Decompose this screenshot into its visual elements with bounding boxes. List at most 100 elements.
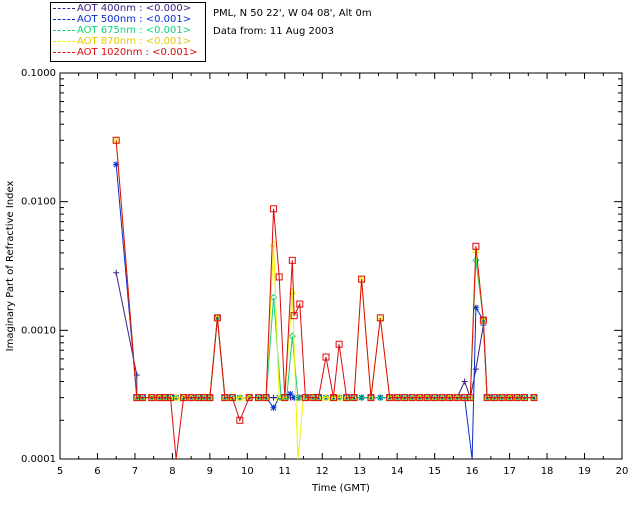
data-point: [112, 136, 120, 144]
x-tick-label: 19: [578, 466, 591, 477]
data-point: [270, 205, 278, 213]
data-point: [236, 416, 244, 424]
data-point: [358, 275, 366, 283]
data-point: [270, 394, 277, 401]
data-point: [280, 393, 289, 401]
data-point: [386, 394, 394, 402]
x-tick-label: 6: [94, 466, 100, 477]
x-tick-label: 11: [278, 466, 291, 477]
data-point: [350, 394, 358, 402]
data-point: [187, 394, 195, 402]
data-point: [322, 393, 330, 401]
data-point: [296, 300, 304, 308]
data-point: [513, 394, 521, 402]
data-point: [416, 394, 424, 402]
data-point: [438, 394, 446, 402]
data-point: [343, 394, 351, 402]
series-4: [112, 136, 538, 459]
data-point: [148, 394, 156, 402]
x-axis-label: Time (GMT): [311, 483, 370, 494]
data-point: [423, 394, 431, 402]
data-point: [138, 394, 146, 402]
y-tick-label: 0.0001: [21, 454, 56, 465]
x-tick-label: 14: [391, 466, 404, 477]
x-tick-label: 10: [241, 466, 254, 477]
site-info: PML, N 50 22', W 04 08', Alt 0m: [213, 8, 372, 19]
data-point: [262, 394, 270, 402]
data-point: [472, 242, 480, 250]
data-point: [288, 256, 296, 264]
data-point: [330, 394, 338, 402]
data-point: [315, 394, 323, 402]
y-tick-label: 0.0010: [21, 325, 56, 336]
data-point: [393, 394, 401, 402]
data-point: [367, 394, 375, 402]
y-tick-label: 0.1000: [21, 68, 56, 79]
x-tick-label: 5: [57, 466, 63, 477]
x-tick-label: 15: [428, 466, 441, 477]
y-tick-label: 0.0100: [21, 197, 56, 208]
legend-item-400nm: AOT 400nm : <0.000>: [53, 3, 191, 15]
legend-label: AOT 870nm : <0.001>: [77, 36, 192, 47]
data-point: [401, 394, 409, 402]
data-point: [335, 393, 343, 401]
data-point: [221, 394, 229, 402]
x-tick-label: 18: [541, 466, 554, 477]
data-point: [287, 391, 294, 398]
data-point: [275, 273, 283, 281]
x-tick-label: 9: [207, 466, 213, 477]
legend-swatch: [53, 18, 75, 20]
data-point: [408, 394, 416, 402]
data-point: [479, 316, 487, 324]
data-point: [172, 393, 180, 401]
legend-label: AOT 675nm : <0.001>: [77, 25, 192, 36]
x-tick-label: 13: [353, 466, 366, 477]
data-point: [376, 314, 384, 322]
y-axis-label: Imaginary Part of Refractive Index: [5, 181, 16, 352]
data-point: [322, 353, 330, 361]
legend-item-675nm: AOT 675nm : <0.001>: [53, 25, 191, 37]
legend-swatch: [53, 40, 75, 42]
data-point: [335, 340, 343, 348]
legend-item-1020nm: AOT 1020nm : <0.001>: [53, 47, 197, 59]
data-point: [291, 394, 298, 401]
data-point: [431, 394, 439, 402]
data-point: [329, 393, 338, 401]
data-point: [498, 394, 506, 402]
legend-item-500nm: AOT 500nm : <0.001>: [53, 14, 191, 26]
legend-item-870nm: AOT 870nm : <0.001>: [53, 36, 191, 48]
series-0: [113, 269, 537, 401]
data-point: [446, 394, 454, 402]
data-point: [245, 394, 253, 402]
data-point: [113, 161, 120, 168]
data-point: [235, 393, 244, 401]
legend: AOT 400nm : <0.000> AOT 500nm : <0.001> …: [50, 2, 206, 62]
x-tick-label: 16: [466, 466, 479, 477]
data-point: [367, 393, 375, 401]
series-line: [115, 140, 534, 459]
series-line: [115, 164, 534, 459]
legend-swatch: [53, 51, 75, 53]
data-point: [483, 394, 491, 402]
data-point: [270, 404, 277, 411]
data-point: [290, 312, 298, 320]
series-line: [115, 140, 534, 459]
x-tick-label: 8: [169, 466, 175, 477]
x-tick-label: 17: [503, 466, 516, 477]
data-point: [472, 304, 479, 311]
x-tick-label: 12: [316, 466, 329, 477]
legend-swatch: [53, 29, 75, 31]
data-point: [113, 269, 120, 276]
data-point: [453, 394, 461, 402]
data-point: [180, 394, 188, 402]
data-point: [213, 314, 221, 322]
data-point: [466, 394, 474, 402]
data-point: [376, 393, 385, 402]
date-info: Data from: 11 Aug 2003: [213, 26, 334, 37]
data-point: [288, 332, 297, 340]
legend-swatch: [53, 7, 75, 9]
x-tick-label: 20: [616, 466, 629, 477]
data-point: [167, 394, 175, 402]
data-point: [461, 378, 468, 385]
